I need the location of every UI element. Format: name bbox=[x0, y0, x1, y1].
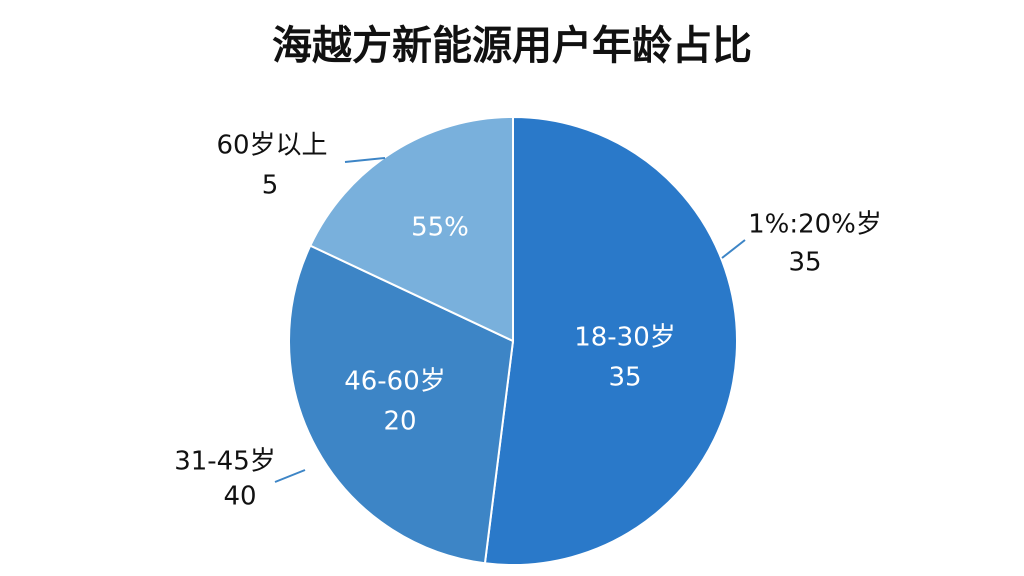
pie-slice bbox=[483, 115, 738, 566]
annotation: 55% bbox=[411, 213, 469, 243]
annotation: 5 bbox=[262, 171, 279, 201]
leader-line bbox=[344, 157, 386, 163]
category-label: 18-30岁 bbox=[574, 323, 676, 353]
labels: 18-30岁 46-60岁 60岁以上 5 55% 35 20 1%:20%岁 35 31-45岁… bbox=[174, 131, 882, 512]
annotation: 1%:20%岁 bbox=[748, 210, 882, 240]
annotation: 35 bbox=[788, 248, 821, 278]
leader-line bbox=[274, 469, 306, 483]
annotation: 40 bbox=[223, 482, 256, 512]
chart-title: 海越方新能源用户年龄占比 bbox=[272, 23, 752, 69]
leader-line bbox=[721, 239, 746, 259]
annotation: 31-45岁 bbox=[174, 447, 276, 477]
annotation: 20 bbox=[383, 407, 416, 437]
pie bbox=[288, 115, 738, 566]
pie-slice bbox=[308, 115, 514, 343]
annotation: 35 bbox=[608, 363, 641, 393]
category-label: 60岁以上 bbox=[216, 131, 327, 161]
category-label: 46-60岁 bbox=[344, 367, 446, 397]
pie-slice bbox=[288, 244, 515, 565]
